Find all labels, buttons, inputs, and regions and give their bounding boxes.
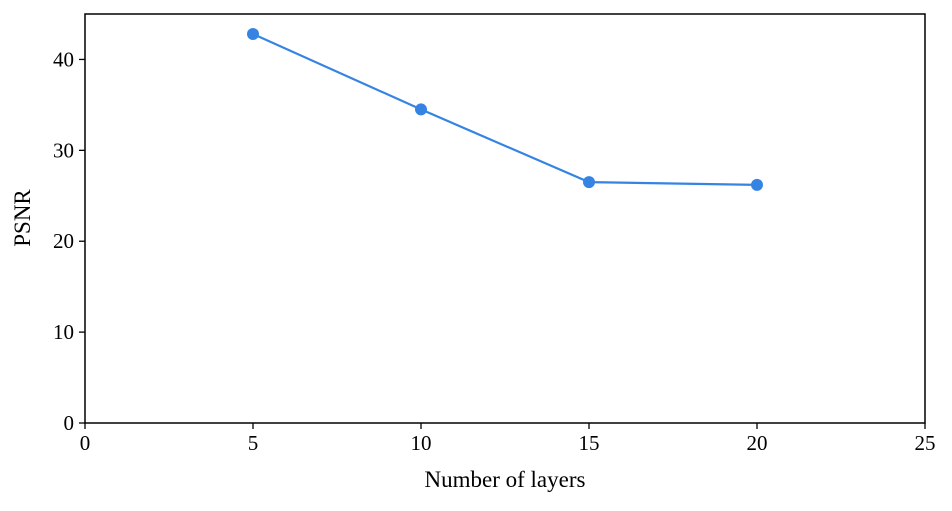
y-tick-label: 0 bbox=[64, 411, 75, 435]
x-tick-label: 5 bbox=[248, 431, 259, 455]
data-point bbox=[583, 176, 595, 189]
y-tick-label: 40 bbox=[53, 47, 74, 71]
x-tick-label: 20 bbox=[747, 431, 768, 455]
data-point bbox=[751, 178, 763, 191]
x-tick-label: 0 bbox=[80, 431, 91, 455]
x-tick-label: 25 bbox=[915, 431, 936, 455]
plot-frame bbox=[84, 13, 926, 424]
y-tick-label: 10 bbox=[53, 320, 74, 344]
y-tick-label: 30 bbox=[53, 138, 74, 162]
x-axis: 0 5 10 15 20 25 bbox=[80, 423, 936, 455]
x-axis-label: Number of layers bbox=[425, 467, 586, 492]
series-layer bbox=[247, 27, 763, 191]
x-tick-label: 10 bbox=[411, 431, 432, 455]
x-tick-label: 15 bbox=[579, 431, 600, 455]
y-axis: 0 10 20 30 40 bbox=[53, 47, 85, 435]
data-point bbox=[247, 27, 259, 40]
data-point bbox=[415, 103, 427, 116]
y-axis-label: PSNR bbox=[10, 189, 35, 247]
series-line bbox=[252, 32, 758, 186]
y-tick-label: 20 bbox=[53, 229, 74, 253]
